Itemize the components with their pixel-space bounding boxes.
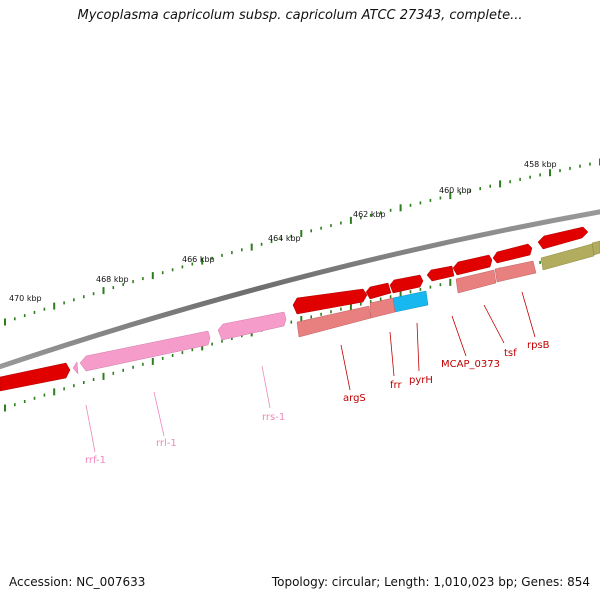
gene-tile-rpsB[interactable] xyxy=(494,260,537,283)
leader-rpsB xyxy=(521,291,536,338)
scale-label-470: 470 kbp xyxy=(9,294,42,303)
gene-label-argS: argS xyxy=(343,393,366,404)
gene-label-rpsB: rpsB xyxy=(527,340,550,351)
leader-argS xyxy=(340,344,351,391)
genome-backbone xyxy=(0,209,600,370)
leader-rrf-1 xyxy=(85,404,96,453)
gene-arrow-frr-top[interactable] xyxy=(389,274,424,294)
gene-arrow-left-edge[interactable] xyxy=(0,362,71,392)
outer-scale xyxy=(4,158,600,326)
gene-tile-pyrH[interactable] xyxy=(392,290,429,313)
gene-label-rrl-1: rrl-1 xyxy=(156,438,177,449)
gene-arrow-pyrH-top[interactable] xyxy=(426,265,455,282)
leader-tsf xyxy=(483,304,505,344)
scale-label-462: 462 kbp xyxy=(353,210,386,219)
leader-rrs-1 xyxy=(261,365,271,409)
gene-arrow-rpsB-top[interactable] xyxy=(537,226,589,250)
scale-label-464: 464 kbp xyxy=(268,234,301,243)
gene-arrow-argS-top1[interactable] xyxy=(365,282,392,300)
scale-label-458: 458 kbp xyxy=(524,160,557,169)
gene-tile-argS[interactable] xyxy=(296,305,372,338)
gene-label-tsf: tsf xyxy=(504,348,517,359)
scale-label-468: 468 kbp xyxy=(96,275,129,284)
genome-summary-text: Topology: circular; Length: 1,010,023 bp… xyxy=(271,575,590,589)
accession-text: Accession: NC_007633 xyxy=(9,575,146,589)
leader-pyrH xyxy=(416,322,420,372)
gene-tile-other-2[interactable] xyxy=(591,240,600,256)
gene-tile-frr[interactable] xyxy=(369,297,396,319)
gene-label-rrf-1: rrf-1 xyxy=(85,455,106,466)
gene-label-rrs-1: rrs-1 xyxy=(262,412,285,423)
scale-label-460: 460 kbp xyxy=(439,186,472,195)
gene-label-pyrH: pyrH xyxy=(409,375,433,386)
gene-label-MCAP_0373: MCAP_0373 xyxy=(441,359,500,370)
leader-MCAP xyxy=(451,315,467,357)
gene-arrow-rrs-1[interactable] xyxy=(217,311,287,341)
map-title: Mycoplasma capricolum subsp. capricolum … xyxy=(77,8,523,23)
gene-tile-tsf[interactable] xyxy=(455,269,497,294)
leader-rrl-1 xyxy=(153,391,165,437)
gene-arrow-MCAP-top[interactable] xyxy=(452,254,493,276)
scale-label-466: 466 kbp xyxy=(182,255,215,264)
gene-arrow-tsf-top[interactable] xyxy=(492,243,533,264)
gene-arrow-rrl-1[interactable] xyxy=(79,330,211,372)
gene-arrow-rrf-1[interactable] xyxy=(72,361,79,375)
leader-frr xyxy=(389,331,395,377)
gene-label-frr: frr xyxy=(390,380,402,391)
gene-tile-other-1[interactable] xyxy=(540,243,595,271)
gene-arrow-argS-top2[interactable] xyxy=(292,288,368,315)
